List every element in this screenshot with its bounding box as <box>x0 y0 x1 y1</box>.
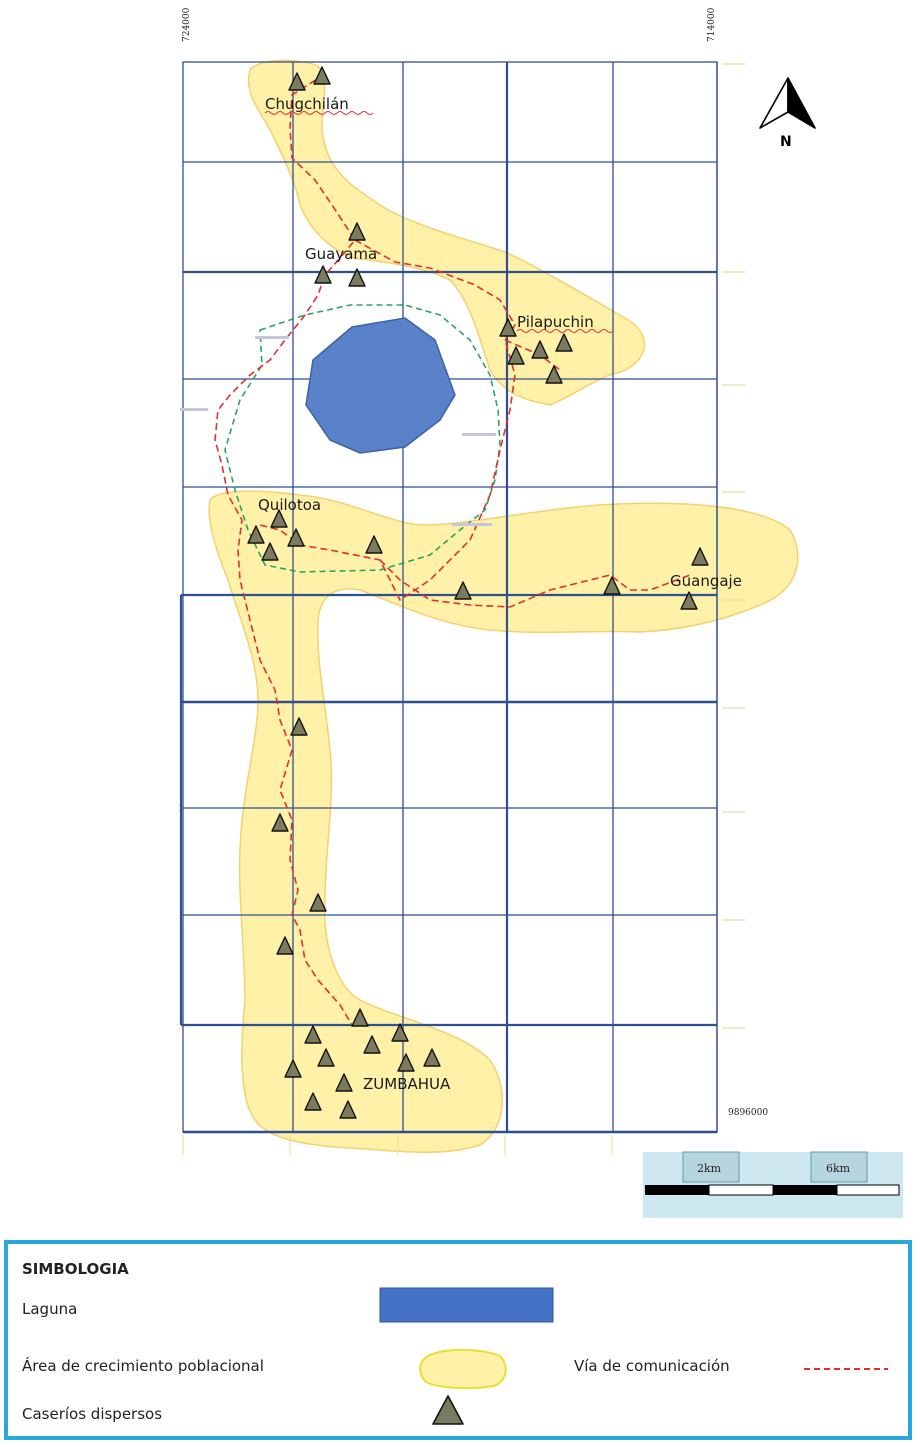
caserio-icon <box>314 265 332 284</box>
label-pilapuchin: Pilapuchin <box>517 313 594 331</box>
label-zumbahua: ZUMBAHUA <box>363 1075 451 1093</box>
caserio-icon <box>270 509 288 528</box>
laguna-polygon <box>305 317 456 454</box>
caserio-icon <box>397 1053 415 1072</box>
coord-top-left: 724000 <box>182 7 192 42</box>
caserio-icon <box>507 346 525 365</box>
caserio-icon <box>499 318 517 337</box>
caserio-icon <box>365 535 383 554</box>
road-main <box>214 73 356 1026</box>
area-central-east <box>208 490 799 1154</box>
label-guangaje: Guangaje <box>670 572 742 590</box>
legend-laguna-label: Laguna <box>22 1300 78 1318</box>
caserio-icon <box>304 1092 322 1111</box>
scale-label-2: 6km <box>826 1162 851 1175</box>
caserio-icon <box>271 813 289 832</box>
caserio-icon <box>304 1025 322 1044</box>
caserio-icon <box>261 542 279 561</box>
legend-symbols <box>379 1287 888 1425</box>
north-label: N <box>780 134 792 150</box>
caserio-icon <box>351 1008 369 1027</box>
caserio-icon <box>276 936 294 955</box>
caserio-icon <box>313 66 331 85</box>
caserios-group <box>247 66 709 1119</box>
caserio-icon <box>691 547 709 566</box>
legend-via-label: Vía de comunicación <box>574 1357 730 1375</box>
legend-caserio-icon <box>432 1395 464 1425</box>
caserio-icon <box>309 893 327 912</box>
label-chugchilan: Chugchilán <box>265 95 349 113</box>
caserio-icon <box>391 1023 409 1042</box>
scale-label-1: 2km <box>697 1162 722 1175</box>
grid-ticks <box>182 63 745 1155</box>
caserio-icon <box>288 72 306 91</box>
legend-area-swatch <box>419 1348 507 1390</box>
caserio-icon <box>555 333 573 352</box>
legend-title: SIMBOLOGIA <box>22 1260 129 1278</box>
crater-trail <box>224 304 501 573</box>
caserio-icon <box>247 525 265 544</box>
map-canvas: 724000 714000 9896000 Chugchilán Guayama… <box>179 7 903 1218</box>
north-arrow-icon: N <box>759 77 816 150</box>
caserio-icon <box>287 528 305 547</box>
caserio-icon <box>423 1048 441 1067</box>
caserio-icon <box>339 1100 357 1119</box>
spell-squiggle-chugchilan <box>264 111 374 115</box>
scale-tag-2 <box>810 1151 868 1183</box>
spell-squiggle-pilapuchin <box>516 329 614 333</box>
caserio-icon <box>290 717 308 736</box>
scale-bar: 2km 6km <box>643 1151 903 1218</box>
label-guayama: Guayama <box>305 245 377 263</box>
caserio-icon <box>531 340 549 359</box>
caserio-icon <box>680 591 698 610</box>
legend-area-label: Área de crecimiento poblacional <box>22 1357 264 1375</box>
caserio-icon <box>545 365 563 384</box>
label-quilotoa: Quilotoa <box>258 496 321 514</box>
legend-box: SIMBOLOGIA Laguna Área de crecimiento po… <box>4 1240 912 1440</box>
caserio-icon <box>317 1048 335 1067</box>
caserio-icon <box>454 581 472 600</box>
road-guangaje <box>379 559 691 608</box>
coord-top-right: 714000 <box>707 7 717 42</box>
faint-annotations <box>180 336 496 526</box>
legend-laguna-swatch <box>379 1287 554 1323</box>
scale-tag-1 <box>682 1151 740 1183</box>
caserio-icon <box>335 1073 353 1092</box>
caserio-icon <box>284 1059 302 1078</box>
coord-bottom-right: 9896000 <box>728 1108 768 1118</box>
caserio-icon <box>348 222 366 241</box>
caserio-icon <box>348 268 366 287</box>
legend-caserios-label: Caseríos dispersos <box>22 1405 163 1423</box>
caserio-icon <box>363 1035 381 1054</box>
map-grid <box>179 61 718 1134</box>
caserio-icon <box>603 576 621 595</box>
